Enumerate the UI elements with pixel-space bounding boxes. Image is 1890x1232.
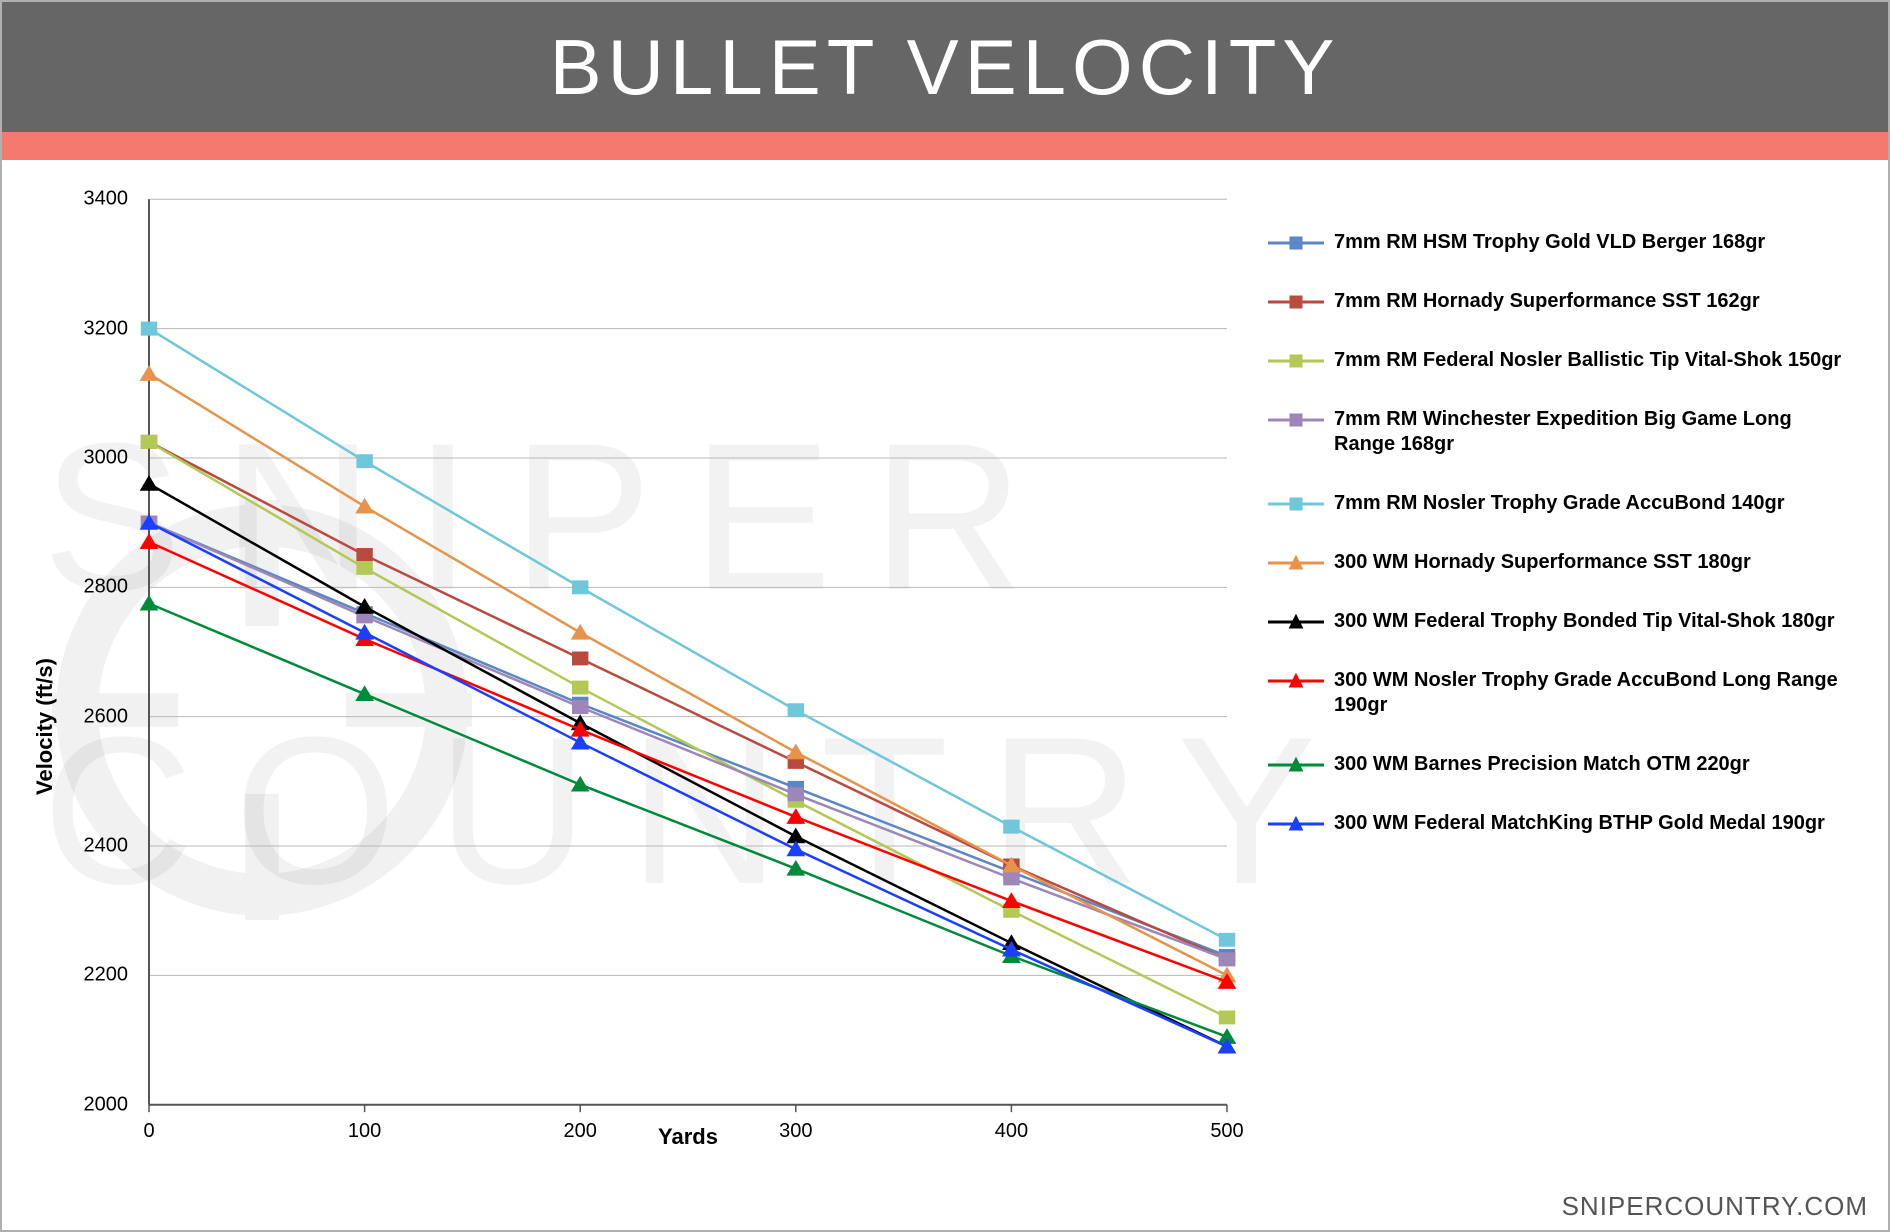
- legend: 7mm RM HSM Trophy Gold VLD Berger 168gr 7…: [1238, 190, 1858, 1184]
- y-tick-label: 2600: [68, 705, 128, 728]
- legend-label: 7mm RM HSM Trophy Gold VLD Berger 168gr: [1334, 230, 1848, 255]
- page: BULLET VELOCITY SNIPER COUNTRY Velocity …: [0, 0, 1890, 1232]
- y-tick-label: 2200: [68, 964, 128, 987]
- legend-swatch: [1268, 756, 1324, 774]
- legend-swatch: [1268, 495, 1324, 513]
- legend-item: 300 WM Federal MatchKing BTHP Gold Medal…: [1268, 811, 1848, 836]
- x-tick-label: 0: [143, 1120, 154, 1143]
- plot-area: 20002200240026002800300032003400 0100200…: [138, 190, 1238, 1114]
- legend-item: 7mm RM Hornady Superformance SST 162gr: [1268, 289, 1848, 314]
- y-axis-label: Velocity (ft/s): [32, 190, 68, 1184]
- page-title: BULLET VELOCITY: [550, 22, 1341, 113]
- chart-wrapper: Velocity (ft/s) 200022002400260028003000…: [32, 190, 1858, 1184]
- legend-item: 7mm RM HSM Trophy Gold VLD Berger 168gr: [1268, 230, 1848, 255]
- legend-item: 300 WM Nosler Trophy Grade AccuBond Long…: [1268, 668, 1848, 718]
- x-tick-label: 400: [995, 1120, 1028, 1143]
- legend-swatch: [1268, 554, 1324, 572]
- legend-swatch: [1268, 672, 1324, 690]
- x-tick-label: 100: [348, 1120, 381, 1143]
- x-tick-label: 300: [779, 1120, 812, 1143]
- legend-label: 300 WM Nosler Trophy Grade AccuBond Long…: [1334, 668, 1848, 718]
- legend-item: 7mm RM Federal Nosler Ballistic Tip Vita…: [1268, 348, 1848, 373]
- x-tick-label: 200: [564, 1120, 597, 1143]
- legend-item: 7mm RM Winchester Expedition Big Game Lo…: [1268, 407, 1848, 457]
- velocity-chart: [138, 190, 1238, 1114]
- content-area: SNIPER COUNTRY Velocity (ft/s) 200022002…: [2, 160, 1888, 1184]
- legend-item: 300 WM Hornady Superformance SST 180gr: [1268, 550, 1848, 575]
- y-tick-label: 2400: [68, 835, 128, 858]
- accent-bar: [2, 132, 1888, 160]
- legend-item: 300 WM Barnes Precision Match OTM 220gr: [1268, 752, 1848, 777]
- legend-item: 300 WM Federal Trophy Bonded Tip Vital-S…: [1268, 609, 1848, 634]
- y-tick-label: 3400: [68, 188, 128, 211]
- plot-column: 20002200240026002800300032003400 0100200…: [138, 190, 1238, 1184]
- legend-label: 300 WM Federal Trophy Bonded Tip Vital-S…: [1334, 609, 1848, 634]
- legend-label: 7mm RM Winchester Expedition Big Game Lo…: [1334, 407, 1848, 457]
- legend-swatch: [1268, 293, 1324, 311]
- y-tick-label: 3000: [68, 446, 128, 469]
- legend-swatch: [1268, 815, 1324, 833]
- y-tick-label: 2800: [68, 576, 128, 599]
- legend-swatch: [1268, 352, 1324, 370]
- legend-label: 300 WM Barnes Precision Match OTM 220gr: [1334, 752, 1848, 777]
- legend-label: 7mm RM Nosler Trophy Grade AccuBond 140g…: [1334, 491, 1848, 516]
- legend-label: 7mm RM Federal Nosler Ballistic Tip Vita…: [1334, 348, 1848, 373]
- y-ticks: 2000 2200 2400 2600 2800 3000 3200 3400: [68, 190, 128, 1114]
- legend-label: 7mm RM Hornady Superformance SST 162gr: [1334, 289, 1848, 314]
- legend-label: 300 WM Federal MatchKing BTHP Gold Medal…: [1334, 811, 1848, 836]
- legend-swatch: [1268, 411, 1324, 429]
- legend-item: 7mm RM Nosler Trophy Grade AccuBond 140g…: [1268, 491, 1848, 516]
- x-tick-label: 500: [1210, 1120, 1243, 1143]
- y-tick-label: 3200: [68, 317, 128, 340]
- x-ticks: 0100200300400500: [138, 1114, 1238, 1144]
- legend-swatch: [1268, 234, 1324, 252]
- y-tick-label: 2000: [68, 1093, 128, 1116]
- footer-credit: SNIPERCOUNTRY.COM: [1562, 1191, 1868, 1222]
- header-bar: BULLET VELOCITY: [2, 2, 1888, 132]
- legend-label: 300 WM Hornady Superformance SST 180gr: [1334, 550, 1848, 575]
- legend-swatch: [1268, 613, 1324, 631]
